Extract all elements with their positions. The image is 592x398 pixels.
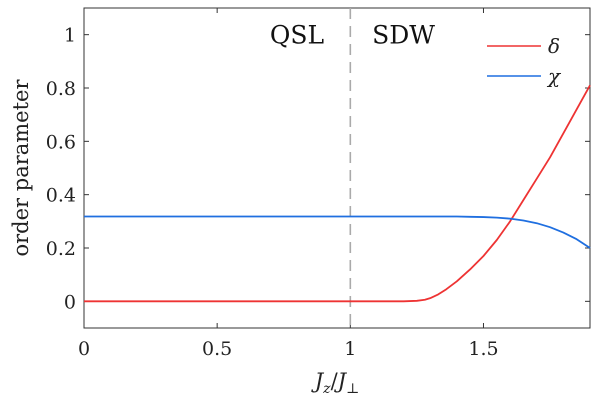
y-tick-label: 0: [64, 291, 76, 313]
y-tick-label: 0.2: [46, 238, 76, 260]
x-tick-label: 1: [344, 338, 356, 360]
axis-ticks: [83, 8, 590, 328]
x-axis-label-slash: /: [331, 369, 339, 393]
series-layer: [84, 84, 591, 303]
legend-label-chi: χ: [546, 64, 562, 88]
x-tick-label: 0.5: [202, 338, 232, 360]
y-tick-label: 0.4: [46, 185, 76, 207]
series-line-delta: [84, 84, 591, 303]
x-axis-label: Jz/J⊥: [311, 369, 359, 397]
y-tick-label: 0.8: [46, 78, 76, 100]
y-axis-label: order parameter: [9, 79, 33, 257]
legend: δ χ: [487, 34, 562, 88]
x-axis-label-j2: J: [334, 369, 348, 393]
tick-labels: 0 0.5 1 1.5 0 0.2 0.4 0.6 0.8 1: [46, 25, 499, 360]
legend-label-delta: δ: [548, 34, 560, 58]
y-tick-label: 0.6: [46, 131, 76, 153]
x-axis-label-sub-perp: ⊥: [346, 381, 359, 397]
region-label-sdw: SDW: [372, 21, 435, 50]
plot-box: [83, 7, 591, 329]
series-line-chi: [84, 215, 591, 249]
x-axis-label-j1: J: [311, 369, 325, 393]
x-axis-label-sub-z: z: [322, 381, 331, 397]
plot-frame: [83, 7, 591, 329]
y-tick-label: 1: [64, 25, 76, 47]
x-tick-label: 0: [78, 338, 90, 360]
x-tick-label: 1.5: [468, 338, 498, 360]
region-label-qsl: QSL: [270, 21, 324, 50]
